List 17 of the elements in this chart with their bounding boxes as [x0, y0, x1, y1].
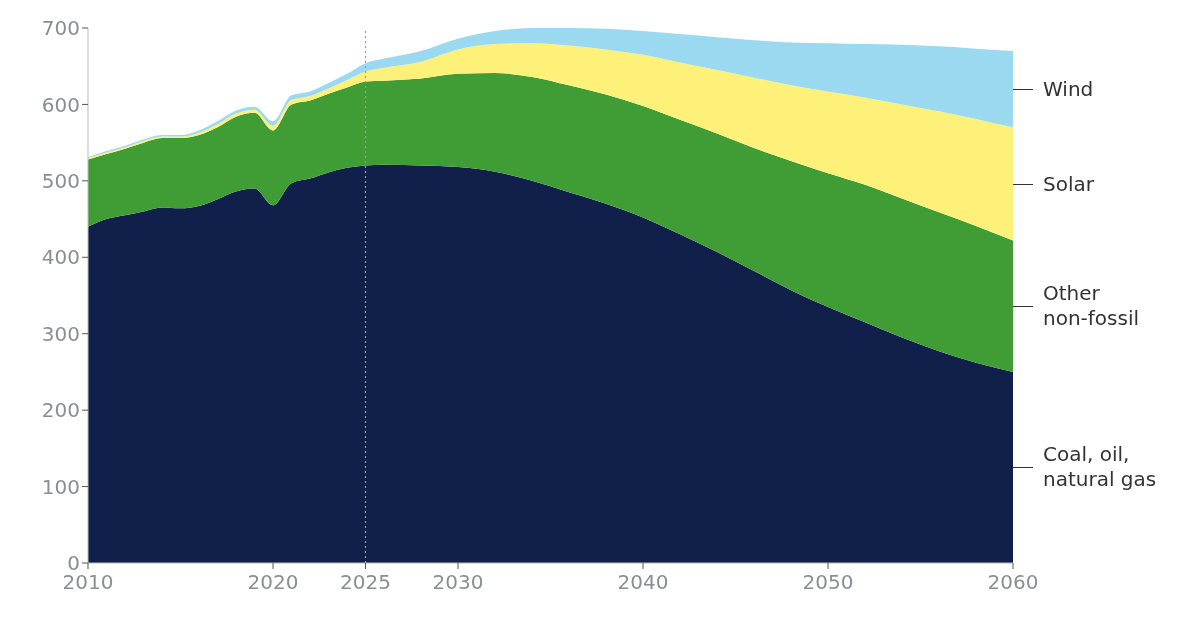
- series-label: Coal, oil, natural gas: [1043, 442, 1157, 492]
- y-tick-label: 600: [41, 92, 80, 117]
- x-tick-label: 2020: [247, 570, 299, 595]
- x-tick-label: 2025: [340, 570, 391, 595]
- y-tick-label: 200: [41, 398, 80, 423]
- y-tick-label: 100: [41, 474, 80, 499]
- x-tick-label: 2060: [987, 570, 1039, 595]
- series-label: Solar: [1043, 171, 1094, 196]
- y-tick-label: 700: [41, 16, 80, 41]
- series-label: Other non-fossil: [1043, 281, 1140, 331]
- series-label: Wind: [1043, 76, 1094, 101]
- y-tick-label: 300: [41, 321, 80, 346]
- y-tick-label: 400: [41, 245, 80, 270]
- x-tick-label: 2050: [802, 570, 854, 595]
- x-tick-label: 2030: [432, 570, 484, 595]
- y-tick-label: 500: [41, 168, 80, 193]
- x-tick-label: 2040: [617, 570, 669, 595]
